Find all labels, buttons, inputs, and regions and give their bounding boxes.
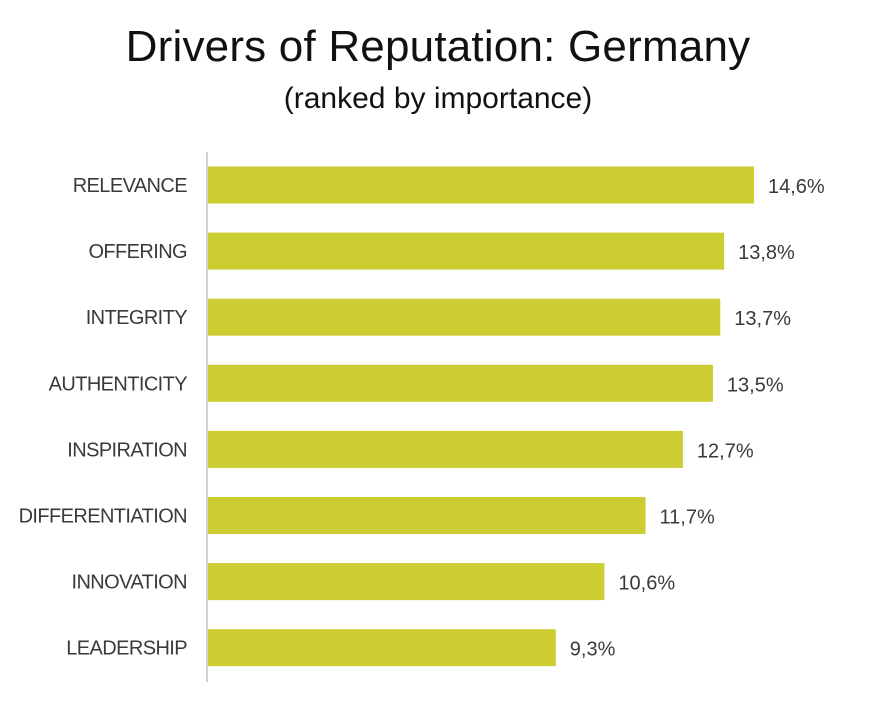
category-label-relevance: RELEVANCE (73, 175, 188, 197)
chart-title: Drivers of Reputation: Germany (125, 22, 751, 71)
bar-offering (208, 232, 725, 270)
chart-subtitle: (ranked by importance) (283, 82, 593, 115)
category-label-integrity: INTEGRITY (86, 307, 188, 329)
category-label-authenticity: AUTHENTICITY (49, 373, 188, 395)
value-label-relevance: 14,6% (768, 176, 825, 198)
bar-leadership (208, 629, 556, 667)
bar-authenticity (208, 364, 713, 402)
category-label-offering: OFFERING (88, 241, 187, 263)
bar-innovation (208, 563, 605, 601)
category-label-differentiation: DIFFERENTIATION (19, 506, 187, 528)
bar-relevance (208, 166, 754, 204)
value-label-inspiration: 12,7% (697, 440, 754, 462)
value-label-leadership: 9,3% (570, 639, 616, 661)
bar-differentiation (208, 497, 646, 534)
value-label-innovation: 10,6% (618, 573, 675, 595)
bar-integrity (208, 298, 721, 336)
value-label-differentiation: 11,7% (660, 507, 715, 529)
category-label-innovation: INNOVATION (72, 572, 188, 594)
value-label-offering: 13,8% (738, 242, 795, 264)
category-label-leadership: LEADERSHIP (66, 638, 187, 660)
value-label-integrity: 13,7% (734, 308, 791, 330)
bar-inspiration (208, 430, 683, 468)
bars-layer: RELEVANCE 14,6% OFFERING 13,8% INTEGRITY 13,7… (19, 166, 825, 667)
value-label-authenticity: 13,5% (727, 374, 784, 396)
category-label-inspiration: INSPIRATION (67, 439, 187, 461)
